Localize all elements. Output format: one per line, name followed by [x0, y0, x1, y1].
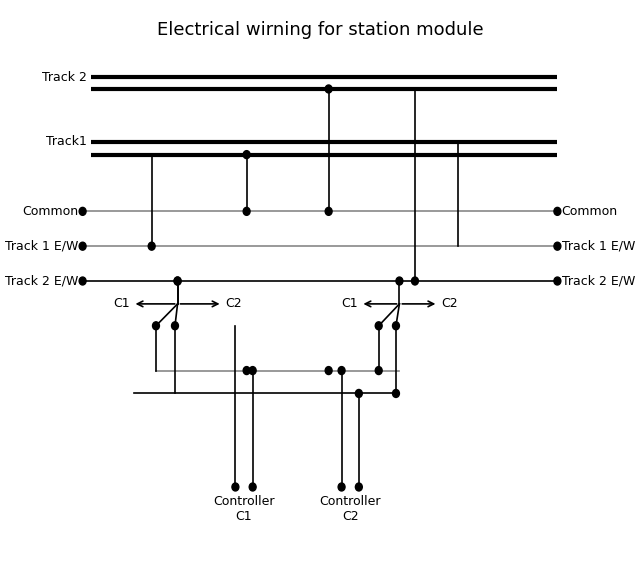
- Text: Electrical wirning for station module: Electrical wirning for station module: [157, 22, 483, 39]
- Circle shape: [174, 277, 181, 285]
- Circle shape: [392, 322, 399, 330]
- Circle shape: [396, 277, 403, 285]
- Circle shape: [554, 242, 561, 250]
- Text: Track 1 E/W: Track 1 E/W: [5, 239, 78, 252]
- Text: Track 2 E/W: Track 2 E/W: [5, 275, 78, 288]
- Circle shape: [355, 389, 362, 397]
- Circle shape: [338, 483, 345, 491]
- Circle shape: [148, 242, 155, 250]
- Circle shape: [554, 207, 561, 215]
- Circle shape: [243, 151, 250, 158]
- Circle shape: [355, 483, 362, 491]
- Text: Track 2 E/W: Track 2 E/W: [562, 275, 635, 288]
- Text: Track 1 E/W: Track 1 E/W: [562, 239, 635, 252]
- Circle shape: [79, 277, 86, 285]
- Circle shape: [172, 322, 179, 330]
- Circle shape: [325, 207, 332, 215]
- Text: C1: C1: [113, 297, 130, 310]
- Circle shape: [243, 207, 250, 215]
- Circle shape: [243, 367, 250, 375]
- Circle shape: [325, 85, 332, 93]
- Circle shape: [554, 277, 561, 285]
- Text: Common: Common: [22, 205, 78, 218]
- Text: C2: C2: [225, 297, 242, 310]
- Circle shape: [412, 277, 419, 285]
- Circle shape: [375, 367, 382, 375]
- Text: C1: C1: [341, 297, 358, 310]
- Circle shape: [249, 483, 256, 491]
- Circle shape: [392, 389, 399, 397]
- Circle shape: [232, 483, 239, 491]
- Text: Track 2: Track 2: [42, 71, 87, 84]
- Text: Common: Common: [562, 205, 618, 218]
- Text: Controller
C2: Controller C2: [319, 495, 381, 523]
- Circle shape: [338, 367, 345, 375]
- Circle shape: [152, 322, 159, 330]
- Circle shape: [79, 242, 86, 250]
- Text: Track1: Track1: [46, 135, 87, 148]
- Circle shape: [249, 367, 256, 375]
- Circle shape: [325, 367, 332, 375]
- Text: C2: C2: [441, 297, 458, 310]
- Circle shape: [375, 322, 382, 330]
- Text: Controller
C1: Controller C1: [213, 495, 275, 523]
- Circle shape: [174, 277, 181, 285]
- Circle shape: [79, 207, 86, 215]
